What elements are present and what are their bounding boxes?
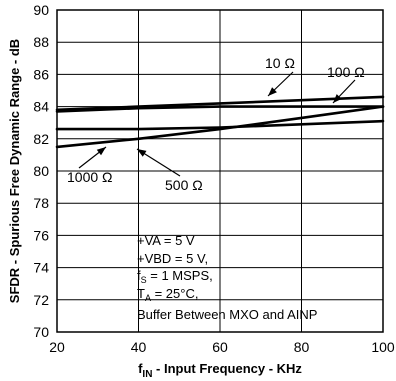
series-label: 100 Ω xyxy=(327,64,365,80)
series-labels: 10 Ω 100 Ω 1000 Ω 500 Ω xyxy=(67,55,365,193)
label-arrowhead xyxy=(96,147,106,156)
series-line-3 xyxy=(55,119,385,131)
y-tick-label: 90 xyxy=(33,2,49,18)
annotation-line-vbd: +VBD = 5 V, xyxy=(137,251,208,266)
x-tick-label: 40 xyxy=(131,339,147,355)
x-tick-labels: 20 40 60 80 100 xyxy=(49,339,395,355)
y-tick-label: 86 xyxy=(33,66,49,82)
y-tick-labels: 70 72 74 76 78 80 82 84 86 88 90 xyxy=(33,2,49,340)
y-axis-label: SFDR - Spurious Free Dynamic Range - dB xyxy=(7,39,22,303)
x-tick-label: 100 xyxy=(371,339,395,355)
conditions-annotation: +VA = 5 V +VBD = 5 V, fS = 1 MSPS, TA = … xyxy=(137,233,317,322)
series-lines xyxy=(55,95,385,149)
series-label: 500 Ω xyxy=(165,177,203,193)
y-tick-label: 74 xyxy=(33,260,49,276)
annotation-line-va: +VA = 5 V xyxy=(137,233,195,248)
series-label: 1000 Ω xyxy=(67,169,113,185)
annotation-line-fs: fS = 1 MSPS, xyxy=(137,268,213,285)
series-line-1 xyxy=(55,105,385,113)
label-arrowhead xyxy=(268,87,277,96)
x-tick-label: 80 xyxy=(294,339,310,355)
y-tick-label: 70 xyxy=(33,324,49,340)
y-tick-label: 76 xyxy=(33,227,49,243)
series-label: 10 Ω xyxy=(265,55,295,71)
x-tick-label: 60 xyxy=(212,339,228,355)
annotation-line-buffer: Buffer Between MXO and AINP xyxy=(137,307,317,322)
series-line-0 xyxy=(55,95,385,112)
annotation-line-ta: TA = 25°C, xyxy=(137,286,198,303)
y-tick-label: 82 xyxy=(33,131,49,147)
y-tick-label: 72 xyxy=(33,292,49,308)
plot-frame xyxy=(56,9,384,333)
label-arrowhead xyxy=(137,149,147,157)
y-tick-label: 84 xyxy=(33,99,49,115)
series-line-2 xyxy=(55,105,385,149)
x-axis-label: fIN - Input Frequency - KHz xyxy=(138,361,302,380)
y-tick-label: 80 xyxy=(33,163,49,179)
x-tick-label: 20 xyxy=(49,339,65,355)
y-tick-label: 88 xyxy=(33,34,49,50)
label-arrowhead xyxy=(333,94,342,103)
y-tick-label: 78 xyxy=(33,195,49,211)
